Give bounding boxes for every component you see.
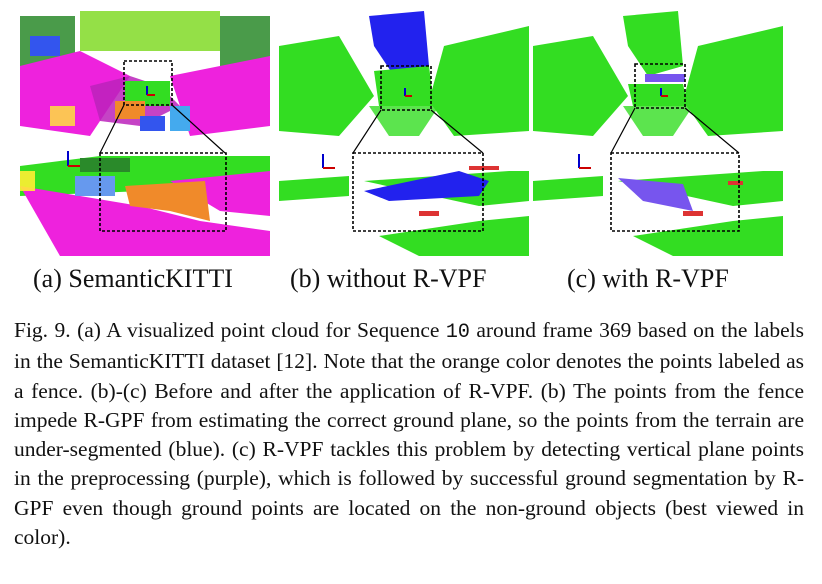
top-view-a bbox=[20, 11, 270, 154]
point-cloud-a bbox=[20, 11, 270, 256]
top-view-c bbox=[533, 11, 783, 154]
panel-b-without-rvpf-image bbox=[279, 6, 529, 256]
zoom-view-c bbox=[533, 152, 783, 256]
caption-text-part1: (a) A visualized point cloud for Sequenc… bbox=[70, 318, 446, 342]
subcaption-b: (b) without R-VPF bbox=[290, 264, 487, 293]
figure-label: Fig. 9. bbox=[14, 318, 71, 342]
point-cloud-c bbox=[533, 11, 783, 256]
zoom-view-a bbox=[20, 151, 270, 256]
point-cloud-b bbox=[279, 11, 529, 256]
sequence-number: 10 bbox=[445, 321, 470, 344]
panel-c-with-rvpf-image bbox=[533, 6, 783, 256]
subcaption-a: (a) SemanticKITTI bbox=[33, 264, 233, 293]
figure-caption: Fig. 9. (a) A visualized point cloud for… bbox=[14, 316, 804, 552]
panel-a-semantickitti-image bbox=[20, 6, 270, 256]
caption-text-part2: around frame 369 based on the labels in … bbox=[14, 318, 804, 550]
subcaption-c: (c) with R-VPF bbox=[567, 264, 729, 293]
zoom-view-b bbox=[279, 152, 529, 256]
top-view-b bbox=[279, 11, 529, 154]
